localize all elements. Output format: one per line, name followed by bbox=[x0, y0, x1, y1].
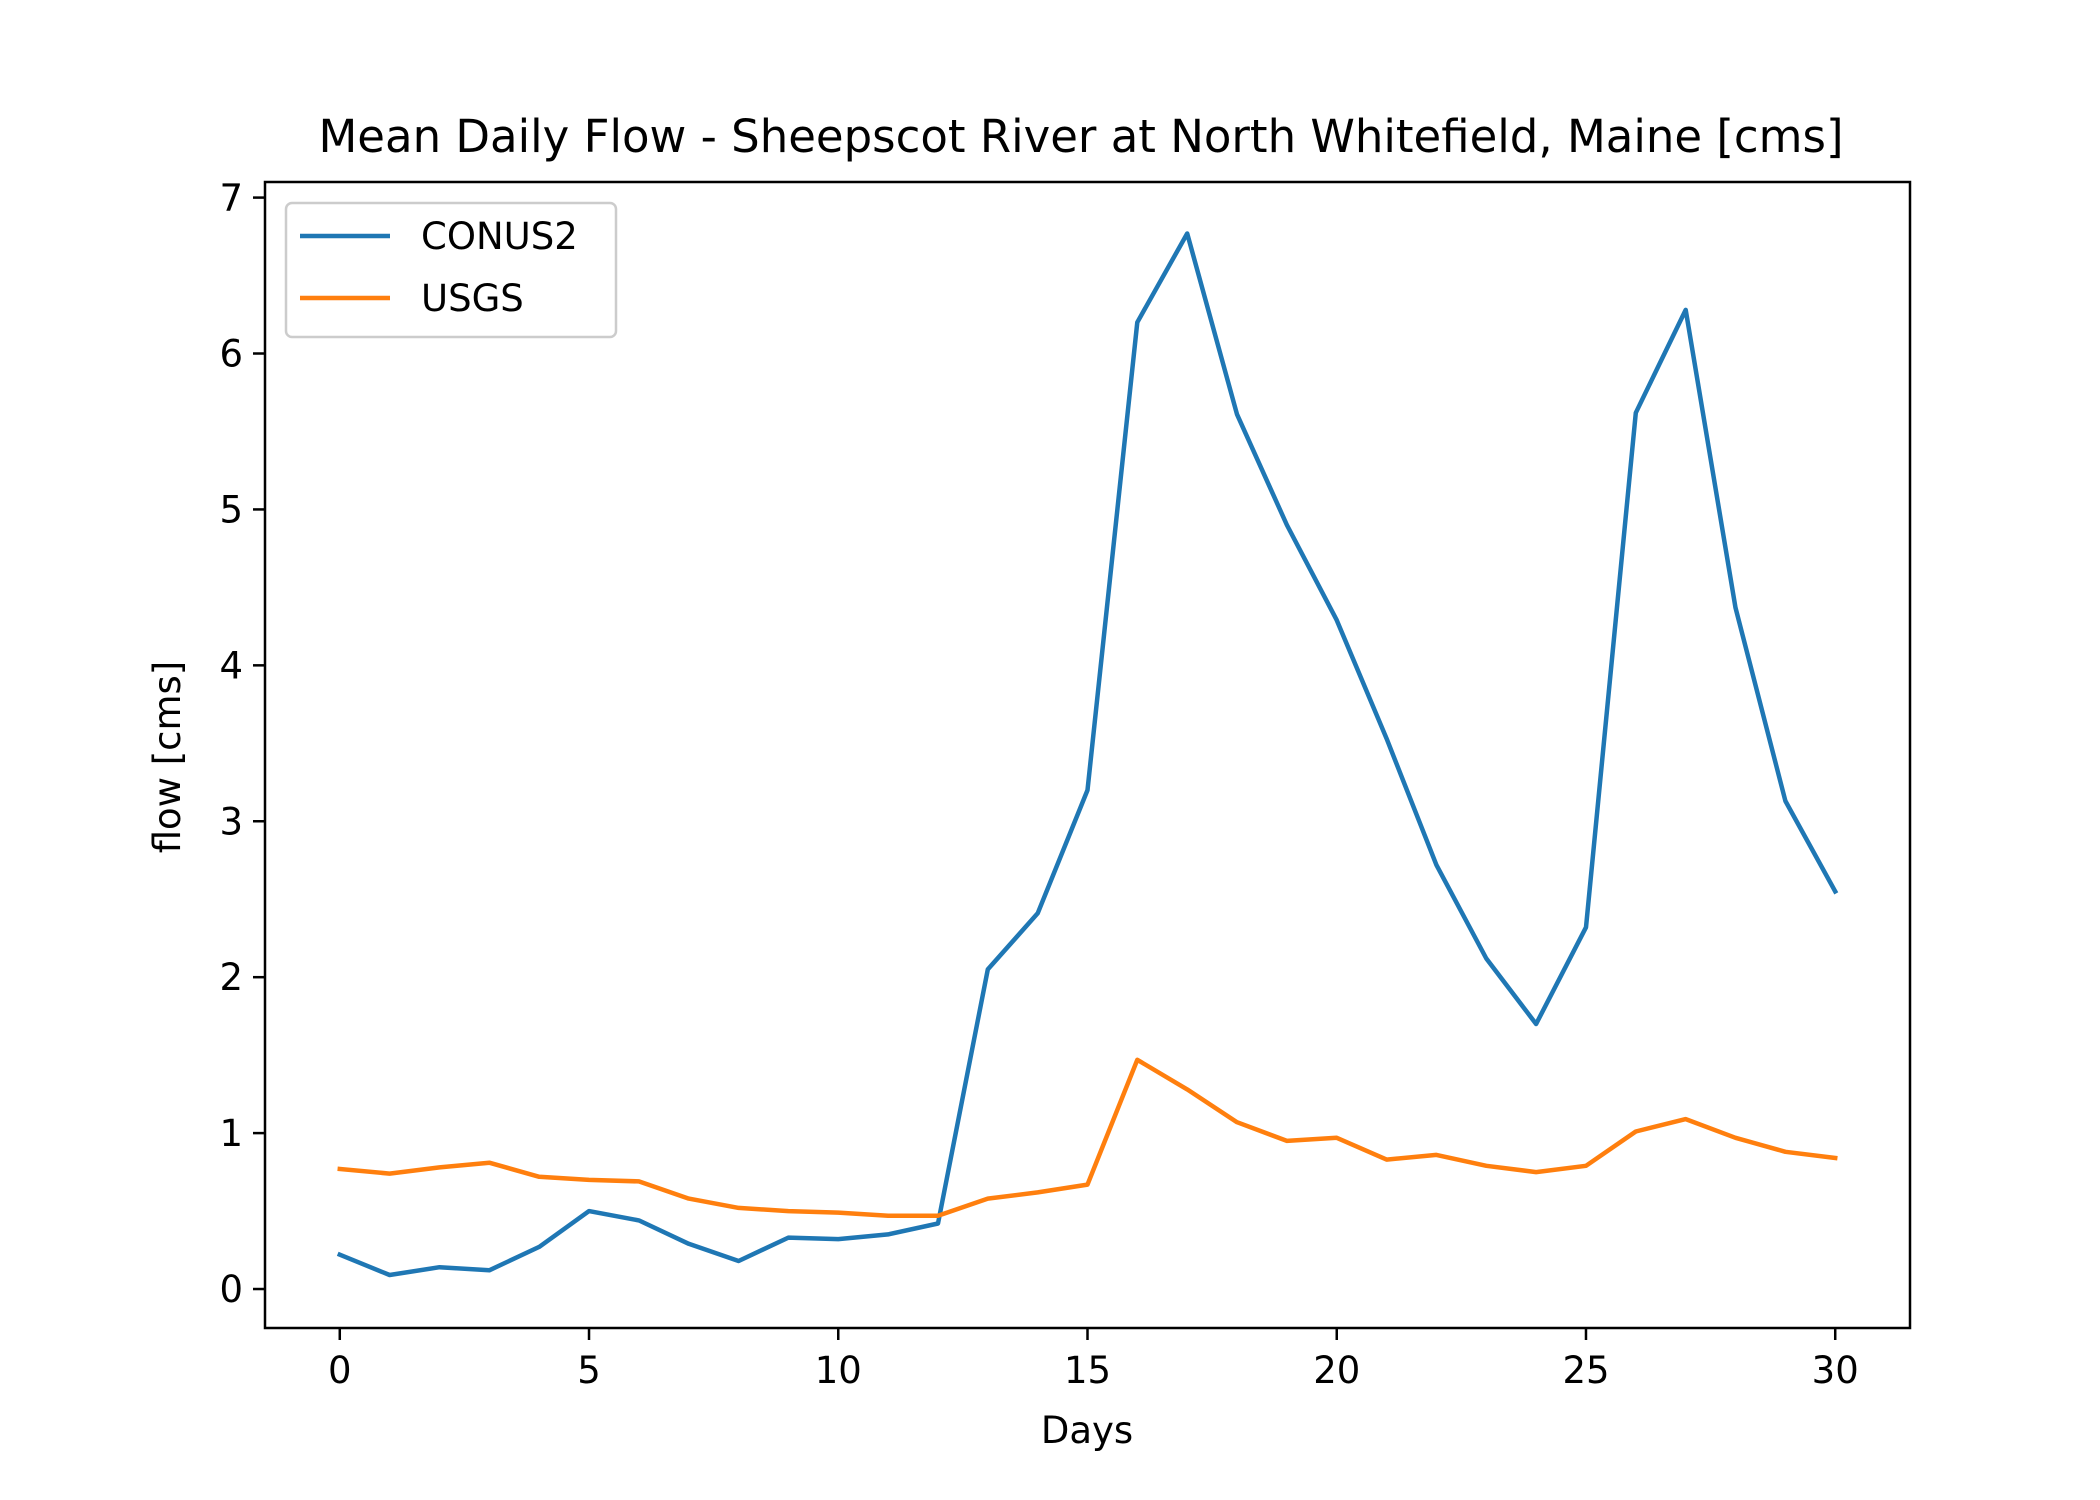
series-line-conus2 bbox=[336, 231, 1839, 1278]
x-tick-label: 30 bbox=[1812, 1349, 1859, 1392]
x-tick-label: 0 bbox=[328, 1349, 352, 1392]
y-tick-label: 7 bbox=[219, 177, 243, 220]
y-tick-label: 4 bbox=[219, 644, 243, 687]
y-axis: 0 1 2 3 4 5 6 7 bbox=[219, 177, 265, 1311]
legend: CONUS2 USGS bbox=[284, 201, 618, 339]
x-tick-label: 10 bbox=[815, 1349, 862, 1392]
plot-area bbox=[336, 231, 1839, 1278]
x-tick-label: 5 bbox=[577, 1349, 601, 1392]
series-line-usgs bbox=[337, 1057, 1838, 1218]
y-tick-label: 1 bbox=[219, 1112, 243, 1155]
y-tick-label: 3 bbox=[219, 800, 243, 843]
y-tick-label: 5 bbox=[219, 488, 243, 531]
x-tick-label: 15 bbox=[1064, 1349, 1111, 1392]
legend-label-conus2: CONUS2 bbox=[421, 215, 578, 258]
y-tick-label: 0 bbox=[219, 1268, 243, 1311]
x-axis-label: Days bbox=[1041, 1409, 1133, 1452]
x-tick-label: 25 bbox=[1562, 1349, 1609, 1392]
legend-label-usgs: USGS bbox=[421, 277, 524, 320]
chart-title: Mean Daily Flow - Sheepscot River at Nor… bbox=[318, 110, 1843, 163]
y-axis-label: flow [cms] bbox=[146, 661, 189, 854]
y-tick-label: 2 bbox=[219, 956, 243, 999]
x-axis: 0 5 10 15 20 25 30 bbox=[328, 1328, 1859, 1392]
x-tick-label: 20 bbox=[1313, 1349, 1360, 1392]
y-tick-label: 6 bbox=[219, 333, 243, 376]
